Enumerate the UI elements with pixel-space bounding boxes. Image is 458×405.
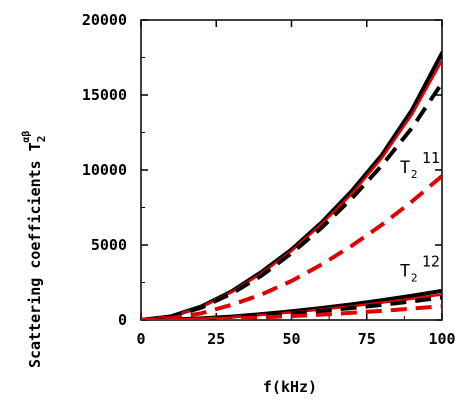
axis-ticks	[140, 19, 443, 321]
annotation-sup: 12	[422, 253, 440, 271]
series-group	[141, 51, 442, 320]
y-tick-label: 15000	[82, 86, 127, 104]
series-line-4	[141, 174, 442, 320]
annotation-sup: 11	[422, 149, 440, 167]
x-tick-label: 0	[136, 330, 145, 348]
annotation-main: T	[400, 262, 410, 282]
annotation-t2-11: T 2 11	[400, 149, 440, 181]
y-tick-label: 10000	[82, 161, 127, 179]
plot-frame	[140, 19, 443, 321]
series-line-8	[141, 304, 442, 320]
annotation-t2-12: T 2 12	[400, 253, 440, 285]
y-tick-label: 20000	[82, 11, 127, 29]
x-tick-label: 100	[428, 330, 455, 348]
y-axis-title-sub: 2	[35, 136, 48, 143]
tick-labels: 0 25 50 75 100 0 5000 10000 15000 20000	[82, 11, 456, 348]
x-axis-title: f(kHz)	[263, 378, 317, 396]
x-tick-label: 25	[207, 330, 225, 348]
y-axis-title: Scattering coefficients T2αβ	[21, 131, 48, 368]
y-tick-label: 5000	[91, 236, 127, 254]
annotation-sub: 2	[411, 272, 418, 285]
svg-text:Scattering coefficients T2αβ: Scattering coefficients T2αβ	[21, 131, 48, 368]
annotation-main: T	[400, 158, 410, 178]
y-axis-title-main: Scattering coefficients T	[26, 142, 44, 368]
y-axis-title-sup: αβ	[21, 131, 32, 143]
series-line-3	[141, 81, 442, 320]
x-tick-label: 75	[358, 330, 376, 348]
annotation-sub: 2	[411, 168, 418, 181]
x-tick-label: 50	[282, 330, 300, 348]
y-tick-label: 0	[118, 311, 127, 329]
